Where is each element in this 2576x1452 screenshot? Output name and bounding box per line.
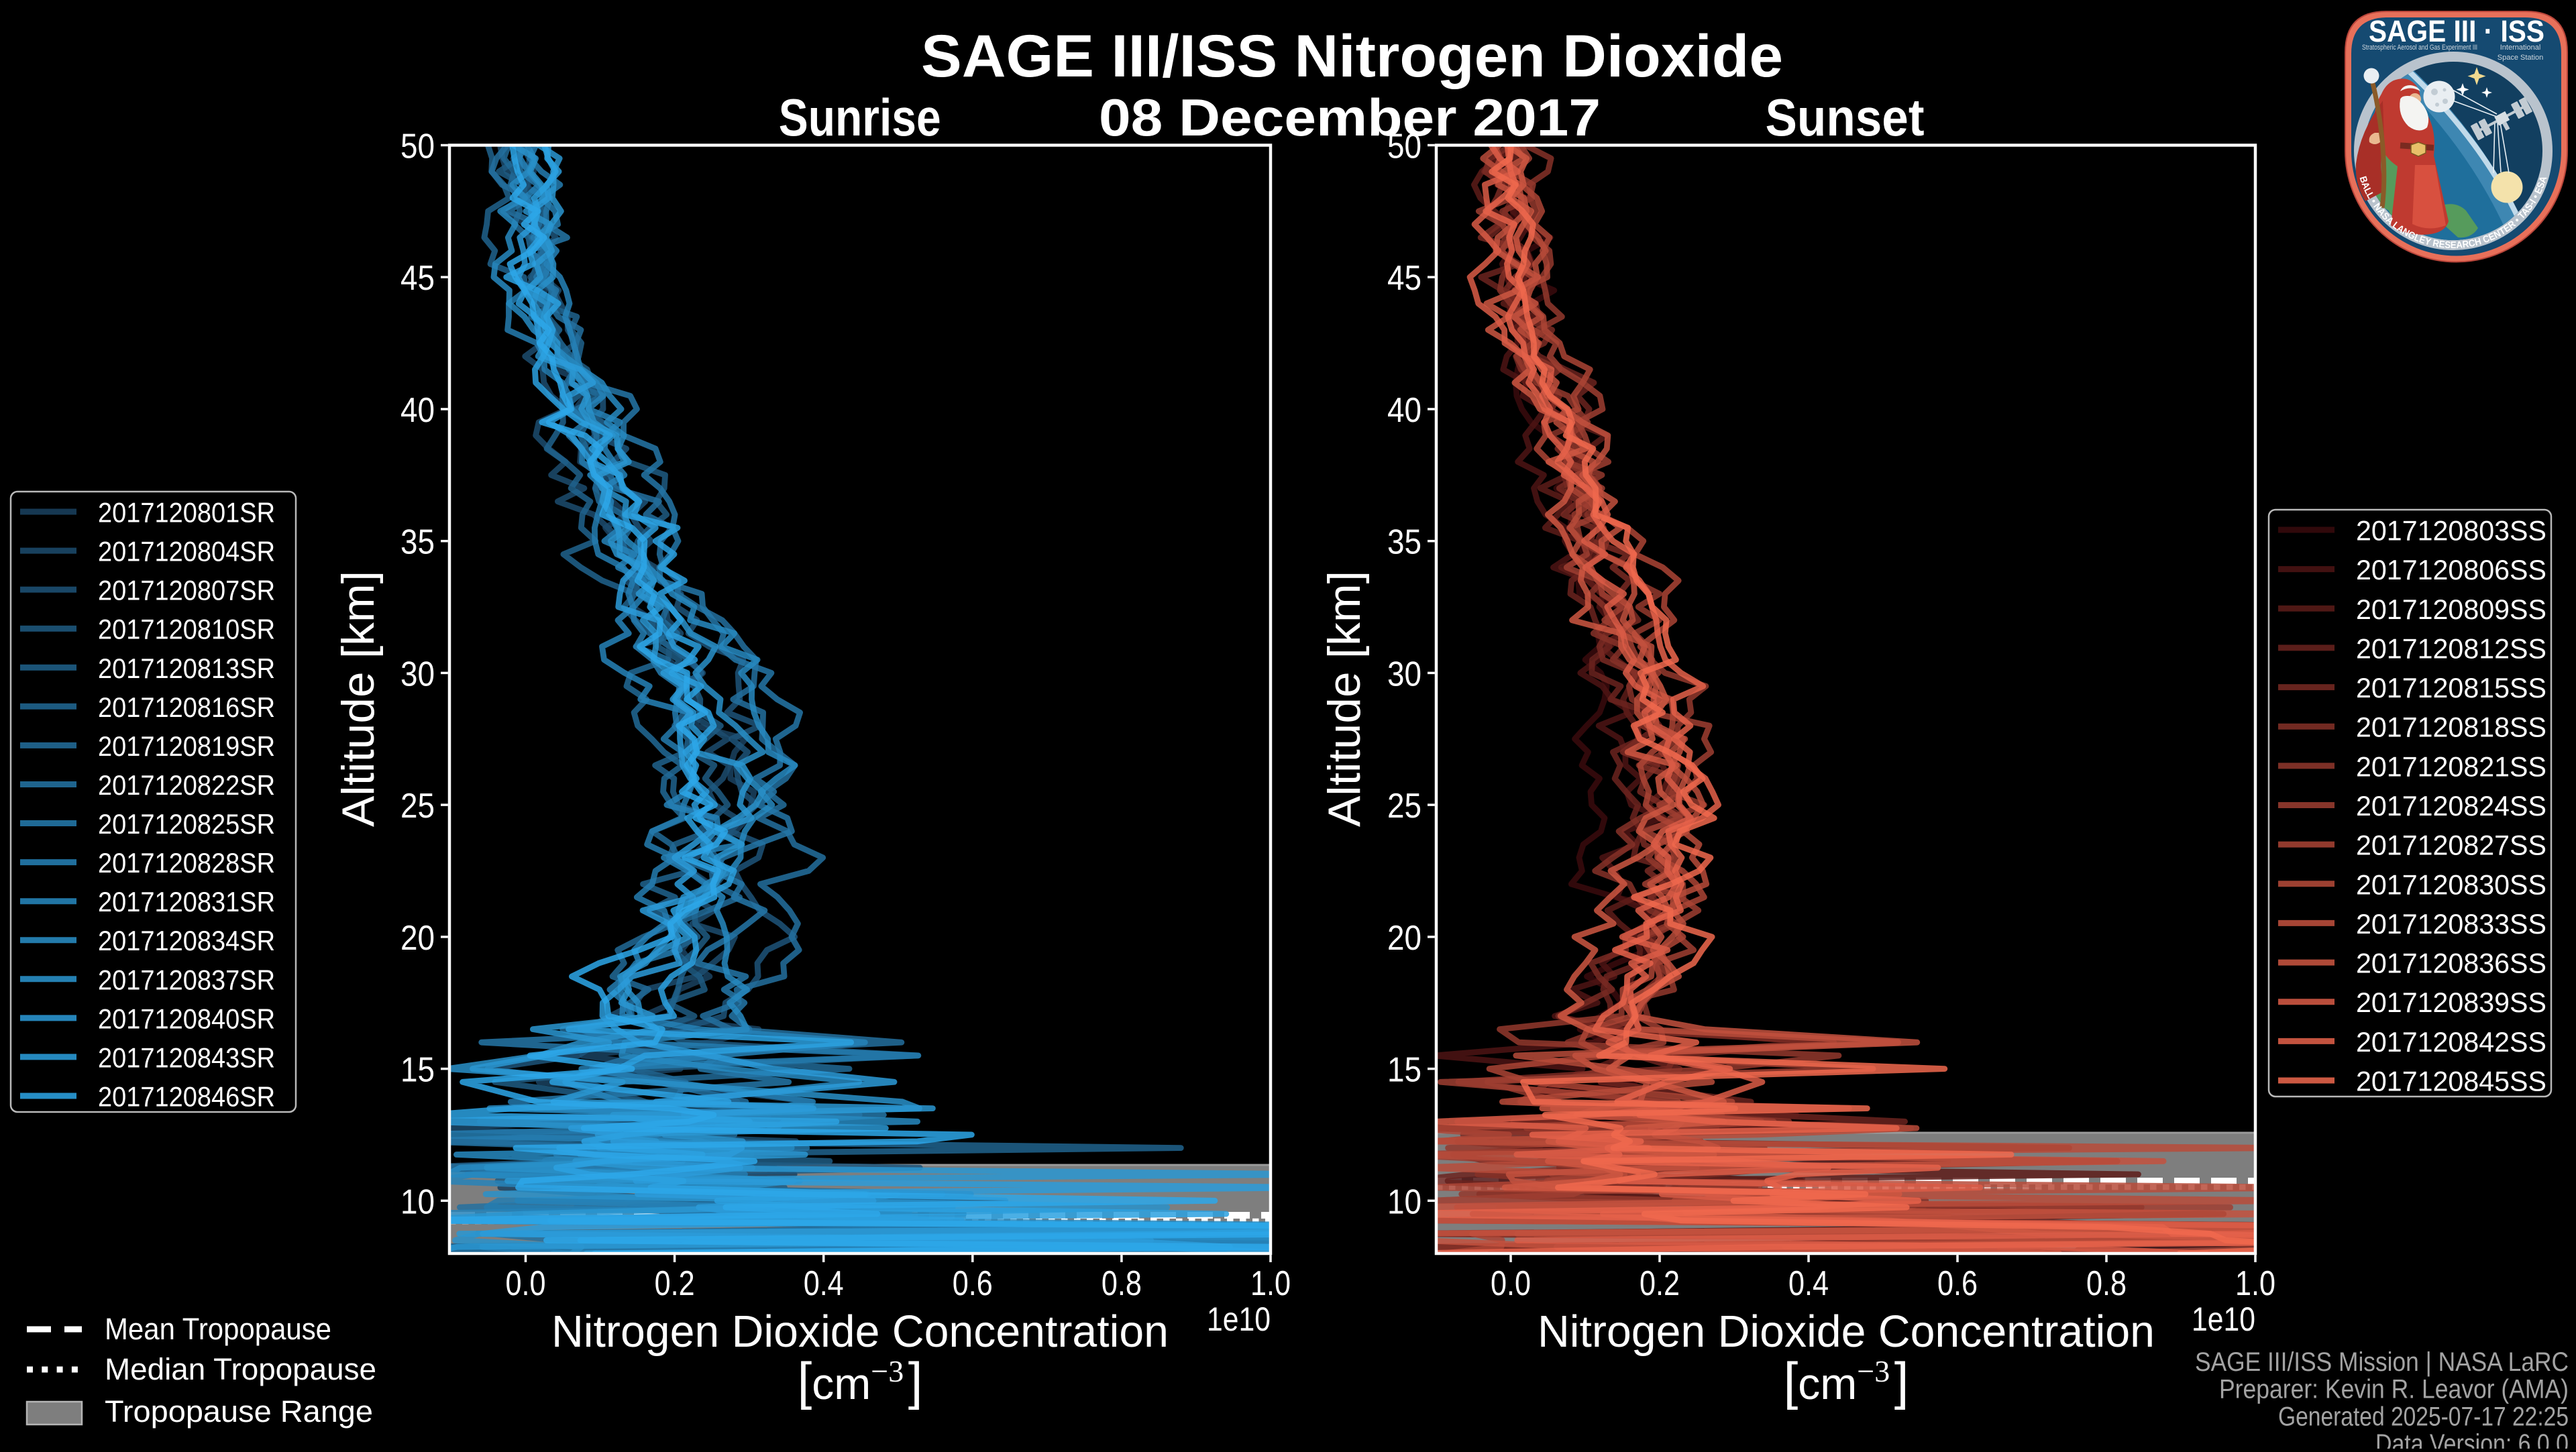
svg-text:2017120825SR: 2017120825SR bbox=[98, 808, 275, 840]
svg-text:2017120806SS: 2017120806SS bbox=[2356, 554, 2546, 585]
svg-text:35: 35 bbox=[1387, 523, 1421, 562]
svg-text:0.8: 0.8 bbox=[2086, 1264, 2127, 1303]
svg-text:2017120819SR: 2017120819SR bbox=[98, 730, 275, 762]
svg-text:2017120831SR: 2017120831SR bbox=[98, 886, 275, 917]
svg-text:20: 20 bbox=[1387, 919, 1421, 958]
svg-text:Generated 2025-07-17 22:25: Generated 2025-07-17 22:25 bbox=[2278, 1402, 2569, 1431]
svg-text:Sunrise: Sunrise bbox=[779, 88, 941, 147]
svg-text:Data Version: 6.0.0: Data Version: 6.0.0 bbox=[2375, 1429, 2569, 1449]
svg-text:35: 35 bbox=[400, 523, 435, 562]
svg-text:International: International bbox=[2500, 44, 2541, 52]
svg-text:2017120816SR: 2017120816SR bbox=[98, 691, 275, 723]
svg-text:Nitrogen Dioxide Concentration: Nitrogen Dioxide Concentration bbox=[551, 1306, 1169, 1357]
svg-text:1.0: 1.0 bbox=[1250, 1264, 1291, 1303]
svg-text:2017120830SS: 2017120830SS bbox=[2356, 869, 2546, 900]
svg-text:2017120828SR: 2017120828SR bbox=[98, 847, 275, 879]
svg-text:Altitude [km]: Altitude [km] bbox=[1319, 571, 1370, 827]
svg-text:2017120807SR: 2017120807SR bbox=[98, 575, 275, 606]
svg-text:[cm−3 ]: [cm−3 ] bbox=[1784, 1351, 1909, 1410]
svg-text:SAGE III · ISS: SAGE III · ISS bbox=[2369, 14, 2544, 48]
svg-text:2017120815SS: 2017120815SS bbox=[2356, 672, 2546, 704]
svg-text:2017120827SS: 2017120827SS bbox=[2356, 830, 2546, 861]
svg-text:Tropopause Range: Tropopause Range bbox=[105, 1394, 373, 1429]
svg-text:30: 30 bbox=[400, 655, 435, 693]
svg-text:45: 45 bbox=[400, 259, 435, 298]
svg-text:0.6: 0.6 bbox=[953, 1264, 993, 1303]
svg-text:08 December 2017: 08 December 2017 bbox=[1099, 88, 1601, 147]
svg-text:15: 15 bbox=[1387, 1051, 1421, 1090]
svg-text:2017120842SS: 2017120842SS bbox=[2356, 1026, 2546, 1058]
svg-text:2017120836SS: 2017120836SS bbox=[2356, 948, 2546, 979]
svg-text:25: 25 bbox=[1387, 787, 1421, 826]
svg-text:0.0: 0.0 bbox=[506, 1264, 546, 1303]
svg-text:Nitrogen Dioxide Concentration: Nitrogen Dioxide Concentration bbox=[1538, 1306, 2155, 1357]
svg-text:2017120837SR: 2017120837SR bbox=[98, 964, 275, 995]
svg-text:40: 40 bbox=[400, 391, 435, 430]
svg-text:0.8: 0.8 bbox=[1102, 1264, 1142, 1303]
svg-text:2017120801SR: 2017120801SR bbox=[98, 497, 275, 528]
svg-text:45: 45 bbox=[1387, 259, 1421, 298]
svg-text:1e10: 1e10 bbox=[1207, 1300, 1271, 1338]
svg-text:2017120810SR: 2017120810SR bbox=[98, 614, 275, 645]
svg-text:2017120843SR: 2017120843SR bbox=[98, 1042, 275, 1073]
svg-text:25: 25 bbox=[400, 787, 435, 826]
svg-text:50: 50 bbox=[1387, 127, 1421, 166]
svg-text:15: 15 bbox=[400, 1051, 435, 1090]
svg-text:10: 10 bbox=[1387, 1182, 1421, 1221]
svg-text:2017120821SS: 2017120821SS bbox=[2356, 750, 2546, 782]
svg-text:2017120818SS: 2017120818SS bbox=[2356, 712, 2546, 743]
svg-text:0.2: 0.2 bbox=[1640, 1264, 1680, 1303]
svg-text:Space Station: Space Station bbox=[2498, 54, 2544, 62]
svg-text:Median Tropopause: Median Tropopause bbox=[105, 1352, 376, 1386]
svg-text:20: 20 bbox=[400, 919, 435, 958]
svg-text:2017120804SR: 2017120804SR bbox=[98, 536, 275, 567]
svg-text:2017120846SR: 2017120846SR bbox=[98, 1081, 275, 1113]
svg-text:0.4: 0.4 bbox=[1788, 1264, 1829, 1303]
svg-text:2017120813SR: 2017120813SR bbox=[98, 653, 275, 684]
svg-text:1e10: 1e10 bbox=[2192, 1300, 2255, 1338]
svg-text:2017120845SS: 2017120845SS bbox=[2356, 1066, 2546, 1097]
svg-text:2017120840SR: 2017120840SR bbox=[98, 1003, 275, 1034]
svg-text:Stratospheric Aerosol and Gas: Stratospheric Aerosol and Gas Experiment… bbox=[2362, 44, 2477, 52]
svg-text:50: 50 bbox=[400, 127, 435, 166]
svg-text:2017120833SS: 2017120833SS bbox=[2356, 908, 2546, 940]
svg-text:2017120803SS: 2017120803SS bbox=[2356, 515, 2546, 547]
svg-text:2017120824SS: 2017120824SS bbox=[2356, 790, 2546, 822]
svg-text:Mean Tropopause: Mean Tropopause bbox=[105, 1312, 331, 1346]
svg-text:2017120839SS: 2017120839SS bbox=[2356, 987, 2546, 1018]
svg-text:1.0: 1.0 bbox=[2235, 1264, 2275, 1303]
svg-text:2017120822SR: 2017120822SR bbox=[98, 769, 275, 801]
svg-text:Sunset: Sunset bbox=[1766, 88, 1925, 147]
svg-text:SAGE III/ISS Mission | NASA La: SAGE III/ISS Mission | NASA LaRC bbox=[2195, 1347, 2569, 1377]
svg-text:0.6: 0.6 bbox=[1937, 1264, 1978, 1303]
svg-text:Preparer: Kevin R. Leavor (AMA: Preparer: Kevin R. Leavor (AMA) bbox=[2219, 1375, 2569, 1404]
svg-text:2017120834SR: 2017120834SR bbox=[98, 925, 275, 956]
svg-text:0.2: 0.2 bbox=[655, 1264, 695, 1303]
svg-text:SAGE III/ISS Nitrogen Dioxide: SAGE III/ISS Nitrogen Dioxide bbox=[921, 22, 1783, 89]
svg-text:10: 10 bbox=[400, 1182, 435, 1221]
svg-text:2017120812SS: 2017120812SS bbox=[2356, 632, 2546, 664]
svg-text:30: 30 bbox=[1387, 655, 1421, 693]
svg-text:2017120809SS: 2017120809SS bbox=[2356, 594, 2546, 625]
svg-text:[cm−3 ]: [cm−3 ] bbox=[798, 1351, 923, 1410]
svg-text:Altitude [km]: Altitude [km] bbox=[333, 571, 384, 827]
svg-text:0.4: 0.4 bbox=[804, 1264, 844, 1303]
svg-text:40: 40 bbox=[1387, 391, 1421, 430]
svg-text:0.0: 0.0 bbox=[1491, 1264, 1531, 1303]
